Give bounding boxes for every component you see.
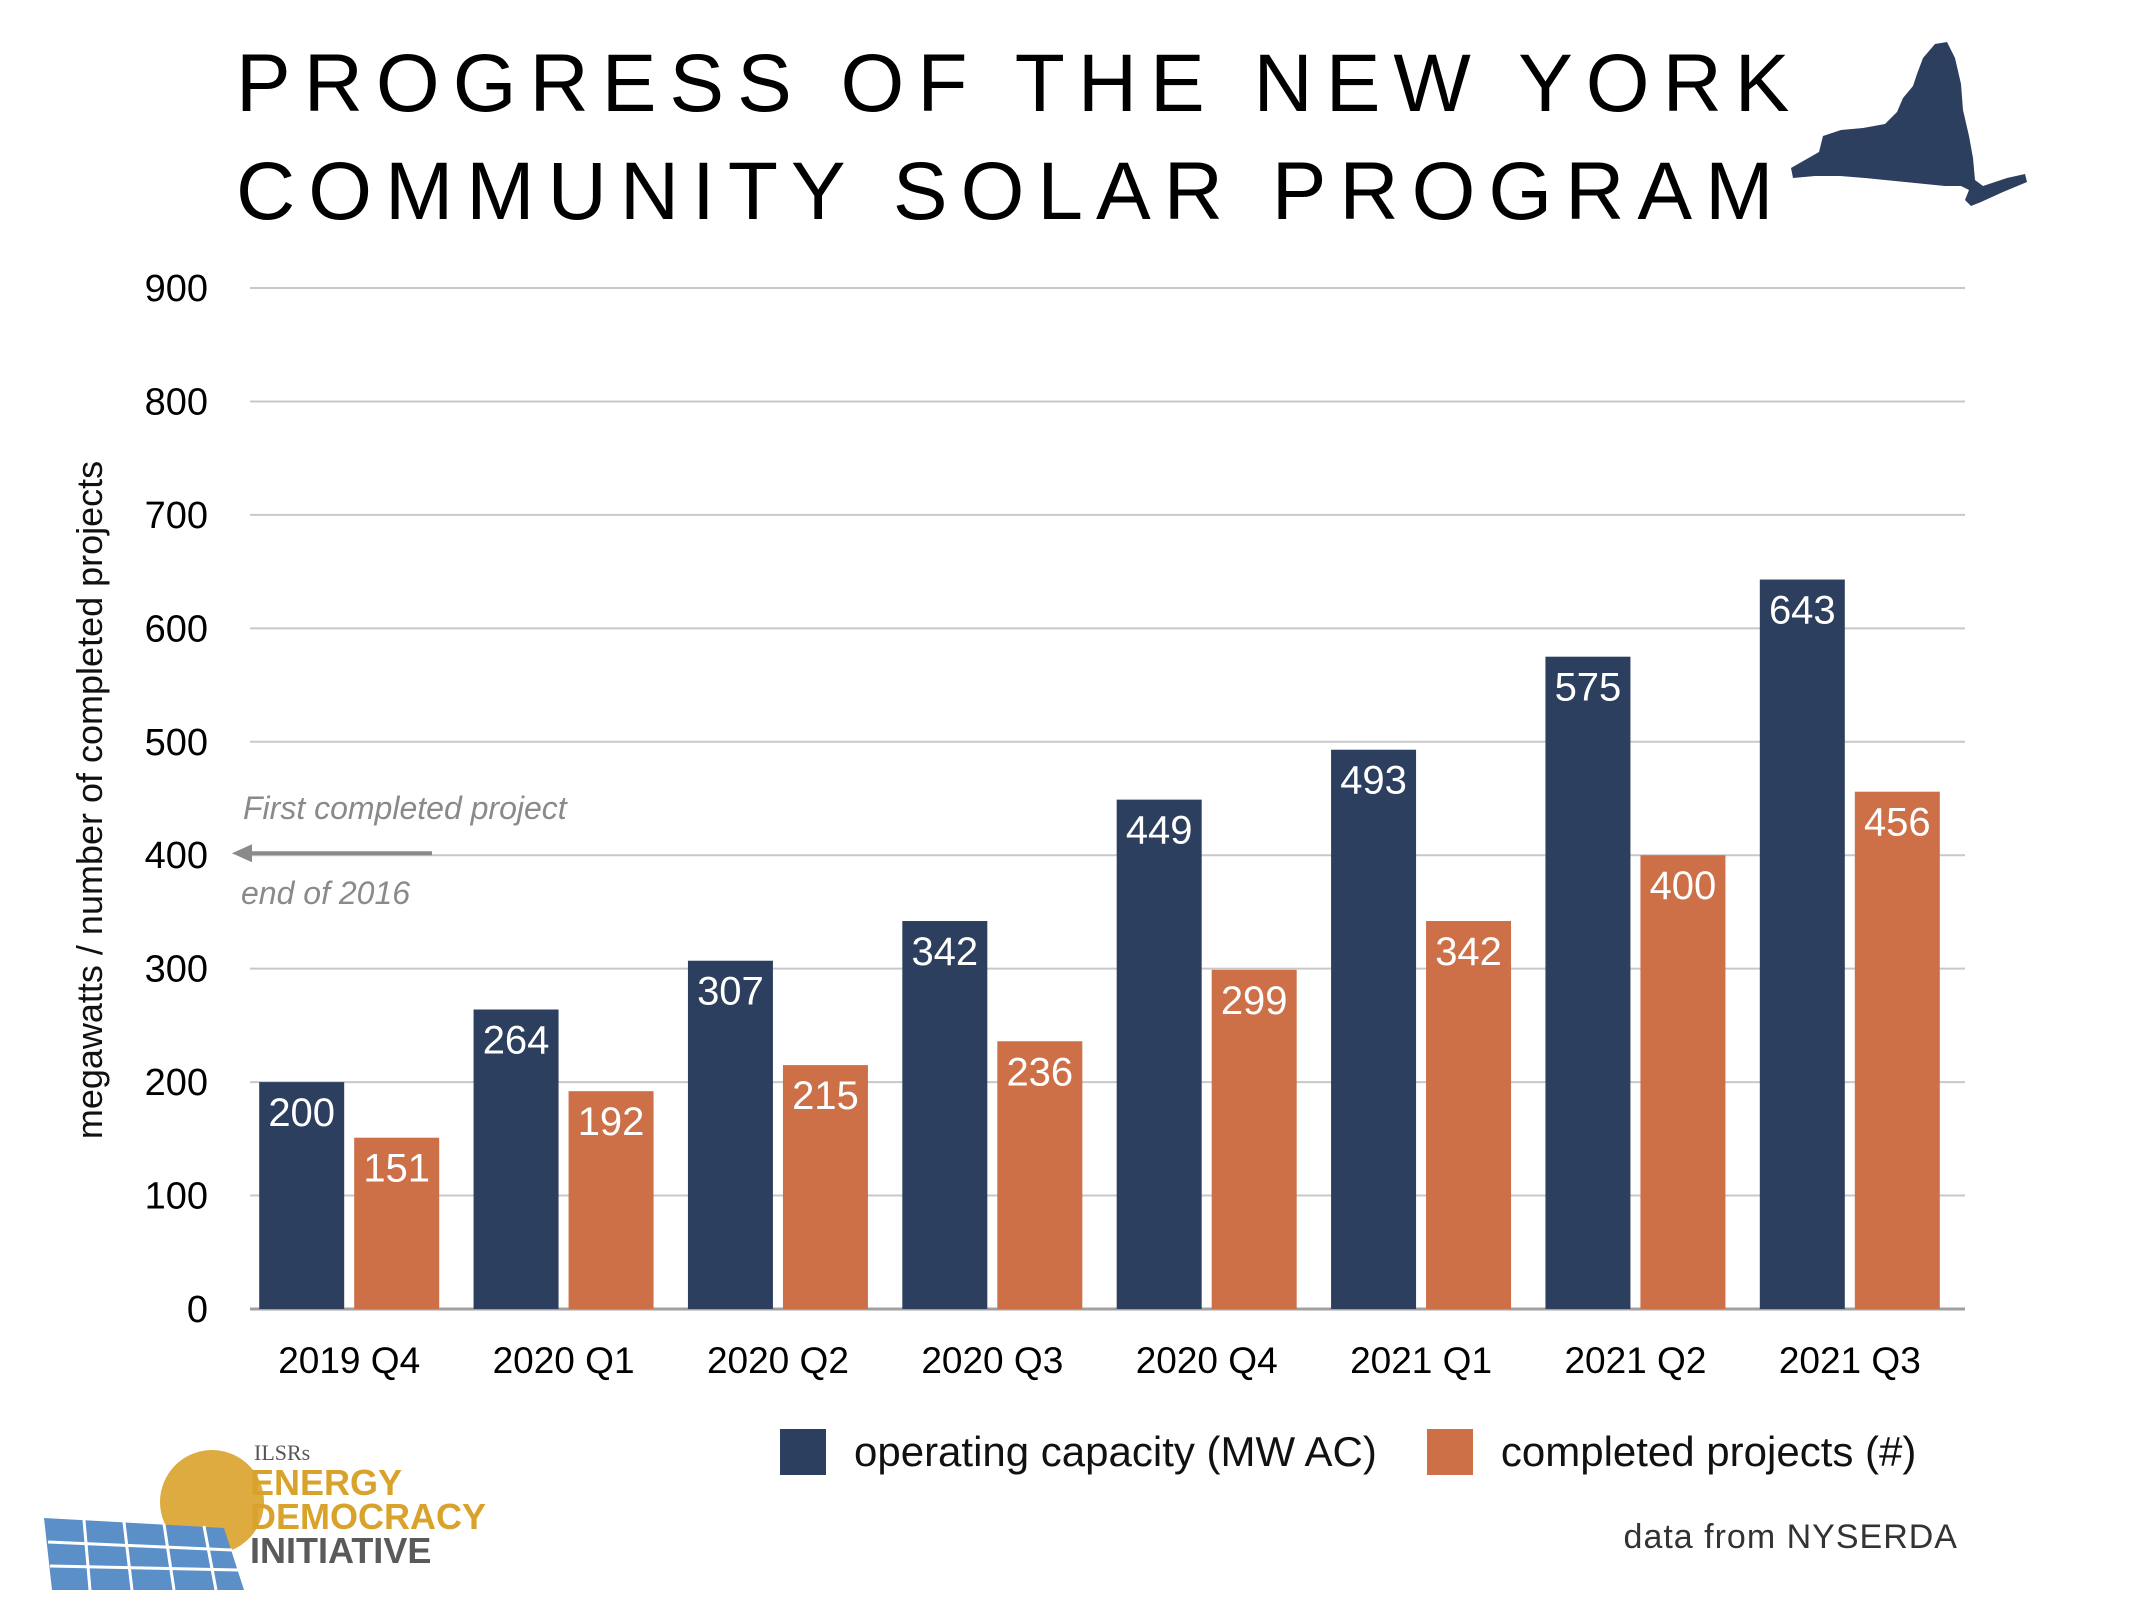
logo-line-democracy: DEMOCRACY bbox=[250, 1496, 487, 1537]
annotation-arrowhead bbox=[232, 844, 252, 863]
legend: operating capacity (MW AC) completed pro… bbox=[780, 1428, 1966, 1476]
bar-projects bbox=[1211, 969, 1297, 1309]
x-tick-label: 2019 Q4 bbox=[278, 1340, 420, 1381]
logo-solar-panel-icon bbox=[44, 1518, 244, 1590]
bar-capacity bbox=[259, 1082, 345, 1309]
data-label-capacity: 643 bbox=[1769, 589, 1836, 633]
y-tick-label: 300 bbox=[145, 949, 208, 991]
bar-projects bbox=[568, 1091, 654, 1309]
bar-projects bbox=[997, 1041, 1083, 1309]
annotation: First completed project end of 2016 bbox=[232, 790, 568, 911]
chart-title: PROGRESS OF THE NEW YORK COMMUNITY SOLAR… bbox=[236, 30, 1803, 246]
x-tick-label: 2020 Q2 bbox=[707, 1340, 849, 1381]
y-tick-label: 900 bbox=[145, 268, 208, 310]
y-tick-label: 200 bbox=[145, 1062, 208, 1104]
data-label-projects: 192 bbox=[578, 1100, 645, 1144]
legend-label-capacity: operating capacity (MW AC) bbox=[854, 1428, 1377, 1475]
data-label-capacity: 493 bbox=[1340, 759, 1407, 803]
data-label-projects: 215 bbox=[792, 1074, 859, 1118]
bar-capacity bbox=[1545, 656, 1631, 1309]
data-label-projects: 342 bbox=[1435, 930, 1502, 974]
y-tick-label: 100 bbox=[145, 1176, 208, 1218]
bar-projects bbox=[782, 1065, 868, 1309]
x-tick-label: 2021 Q3 bbox=[1779, 1340, 1921, 1381]
y-tick-label: 500 bbox=[145, 722, 208, 764]
data-labels: 200 151 264 192 307 215 342 236 449 299 493 342 575 4… bbox=[268, 589, 1930, 1191]
y-tick-label: 400 bbox=[145, 835, 208, 877]
x-tick-label: 2020 Q3 bbox=[921, 1340, 1063, 1381]
x-tick-label: 2020 Q4 bbox=[1136, 1340, 1278, 1381]
data-label-projects: 236 bbox=[1006, 1050, 1073, 1094]
logo-line-initiative: INITIATIVE bbox=[250, 1530, 432, 1571]
data-label-capacity: 342 bbox=[911, 930, 978, 974]
data-label-capacity: 200 bbox=[268, 1091, 335, 1135]
data-label-capacity: 575 bbox=[1555, 666, 1622, 710]
bar-projects bbox=[354, 1137, 440, 1309]
data-label-projects: 299 bbox=[1221, 979, 1288, 1023]
bar-capacity bbox=[902, 921, 988, 1309]
y-tick-label: 0 bbox=[187, 1289, 208, 1331]
logo-line-energy: ENERGY bbox=[250, 1462, 403, 1503]
annotation-line-2: end of 2016 bbox=[241, 875, 410, 911]
data-source-note: data from NYSERDA bbox=[1623, 1518, 1958, 1556]
y-tick-label: 600 bbox=[145, 608, 208, 650]
legend-swatch-projects bbox=[1426, 1429, 1473, 1475]
title-line-2: COMMUNITY SOLAR PROGRAM bbox=[236, 146, 1787, 237]
legend-item-capacity: operating capacity (MW AC) bbox=[780, 1428, 1377, 1476]
data-label-capacity: 307 bbox=[697, 970, 764, 1014]
legend-label-projects: completed projects (#) bbox=[1500, 1428, 1917, 1475]
x-axis-ticks: 2019 Q4 2020 Q1 2020 Q2 2020 Q3 2020 Q4 2021 … bbox=[278, 1340, 1921, 1381]
bars bbox=[259, 579, 1940, 1309]
bar-capacity bbox=[1116, 799, 1202, 1309]
y-axis-label: megawatts / number of completed projects bbox=[69, 461, 110, 1139]
new-york-state-map-icon bbox=[1791, 42, 2027, 206]
logo-wordmark: ILSRs ENERGY DEMOCRACY INITIATIVE bbox=[250, 1440, 487, 1571]
data-label-projects: 400 bbox=[1650, 864, 1717, 908]
y-tick-label: 800 bbox=[145, 381, 208, 423]
bar-projects bbox=[1854, 791, 1940, 1309]
logo-org-name: ILSRs bbox=[254, 1440, 311, 1465]
bar-capacity bbox=[1331, 749, 1417, 1309]
bar-capacity bbox=[687, 960, 773, 1309]
energy-democracy-initiative-logo bbox=[44, 1450, 264, 1590]
x-tick-label: 2021 Q2 bbox=[1564, 1340, 1706, 1381]
data-label-capacity: 264 bbox=[483, 1019, 550, 1063]
data-label-projects: 151 bbox=[363, 1147, 430, 1191]
data-label-projects: 456 bbox=[1864, 801, 1931, 845]
bar-projects bbox=[1640, 855, 1726, 1309]
title-line-1: PROGRESS OF THE NEW YORK bbox=[236, 38, 1803, 129]
bar-projects bbox=[1426, 921, 1512, 1309]
x-tick-label: 2021 Q1 bbox=[1350, 1340, 1492, 1381]
bar-capacity bbox=[473, 1009, 559, 1309]
y-axis-ticks: 0 100 200 300 400 500 600 700 800 900 bbox=[145, 268, 208, 1331]
legend-item-projects: completed projects (#) bbox=[1426, 1428, 1917, 1476]
y-tick-label: 700 bbox=[145, 495, 208, 537]
annotation-line-1: First completed project bbox=[243, 790, 568, 826]
data-label-capacity: 449 bbox=[1126, 809, 1193, 853]
legend-swatch-capacity bbox=[780, 1429, 826, 1475]
bar-capacity bbox=[1759, 579, 1845, 1309]
x-tick-label: 2020 Q1 bbox=[493, 1340, 635, 1381]
